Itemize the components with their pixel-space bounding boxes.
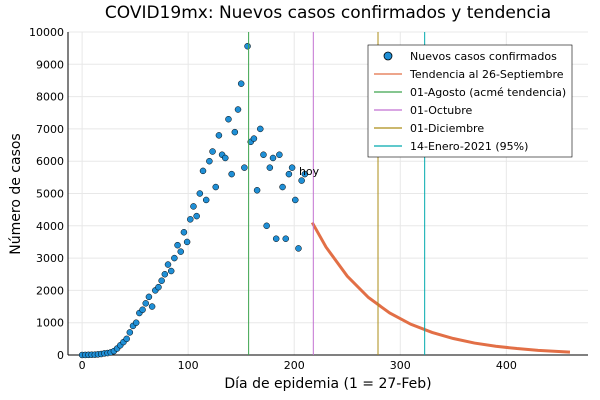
point — [257, 125, 264, 133]
point — [126, 329, 134, 336]
y-tick-label: 8000 — [36, 91, 64, 104]
point — [263, 222, 270, 230]
point — [288, 164, 296, 171]
point — [123, 335, 130, 343]
point — [212, 183, 219, 191]
y-tick-label: 7000 — [36, 123, 64, 136]
point — [190, 203, 197, 210]
point — [171, 254, 178, 262]
y-tick-label: 5000 — [36, 188, 64, 201]
y-tick-label: 1000 — [36, 317, 64, 330]
x-tick-label: 100 — [178, 359, 199, 372]
point — [301, 170, 309, 178]
point — [295, 245, 302, 252]
point — [180, 229, 188, 236]
y-tick-label: 2000 — [36, 284, 64, 297]
point — [164, 261, 172, 268]
legend-label: 01-Octubre — [410, 104, 473, 117]
point — [202, 196, 210, 204]
legend-marker — [383, 51, 393, 61]
point — [298, 177, 305, 184]
legend-label: 01-Agosto (acmé tendencia) — [410, 86, 566, 99]
x-axis-label: Día de epidemia (1 = 27-Feb) — [224, 376, 431, 392]
point — [292, 196, 299, 204]
chart-title: COVID19mx: Nuevos casos confirmados y te… — [105, 3, 551, 23]
point — [282, 235, 289, 242]
point — [234, 106, 242, 113]
point — [209, 148, 216, 155]
point — [142, 300, 149, 307]
legend-box — [367, 44, 573, 158]
point — [260, 151, 267, 158]
point — [193, 212, 200, 220]
y-tick-label: 6000 — [36, 155, 64, 168]
point — [276, 151, 283, 158]
point — [132, 319, 140, 326]
point — [177, 248, 184, 255]
x-tick-label: 400 — [496, 359, 517, 372]
legend-label: Nuevos casos confirmados — [410, 50, 557, 63]
point — [285, 170, 293, 178]
point — [272, 235, 280, 242]
point — [225, 115, 232, 123]
point — [231, 128, 239, 136]
point — [158, 277, 165, 284]
x-tick-label: 0 — [79, 359, 86, 372]
x-tick-label: 300 — [390, 359, 411, 372]
y-tick-label: 3000 — [36, 252, 64, 265]
point — [199, 167, 207, 175]
point — [241, 164, 248, 171]
point — [279, 183, 286, 191]
point — [161, 271, 169, 278]
y-tick-label: 4000 — [36, 220, 64, 233]
point — [183, 238, 191, 246]
y-axis-label: Número de casos — [8, 133, 24, 254]
point — [269, 154, 277, 162]
point — [215, 132, 223, 139]
point — [237, 80, 245, 87]
point — [244, 42, 251, 50]
point — [139, 306, 146, 314]
point — [148, 303, 156, 310]
legend-label: 14-Enero-2021 (95%) — [410, 140, 528, 153]
legend-label: Tendencia al 26-Septiembre — [409, 68, 564, 81]
point — [266, 164, 274, 171]
point — [253, 187, 261, 194]
legend-label: 01-Diciembre — [410, 122, 484, 135]
y-tick-label: 9000 — [36, 58, 64, 71]
point — [206, 157, 213, 165]
x-tick-label: 200 — [284, 359, 305, 372]
point — [145, 293, 153, 301]
point — [167, 267, 175, 275]
point — [155, 283, 162, 291]
point — [174, 241, 181, 249]
point — [228, 170, 235, 178]
trend-line — [310, 221, 571, 354]
point — [196, 190, 204, 197]
annotation: hoy — [299, 165, 320, 178]
point — [222, 154, 229, 162]
point — [250, 135, 258, 142]
y-tick-label: 0 — [57, 349, 64, 362]
point — [187, 216, 194, 223]
y-tick-label: 10000 — [29, 26, 64, 39]
